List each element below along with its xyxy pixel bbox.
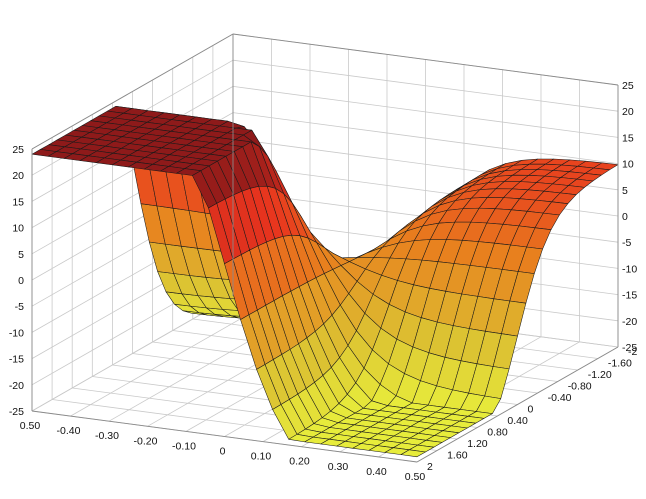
- z-tick-label-left: 5: [18, 249, 24, 261]
- z-tick-label-left: -5: [15, 301, 24, 313]
- z-tick-label-right: -10: [622, 263, 637, 275]
- y-tick-label: 0.40: [507, 415, 528, 427]
- x-tick-label: 0.50: [405, 471, 426, 483]
- x-tick-label: -0.10: [172, 440, 196, 452]
- chart-frame: [31, 33, 619, 463]
- y-tick-label: -2: [628, 346, 637, 358]
- y-tick-label: 2: [427, 461, 433, 473]
- z-tick-label-right: 5: [622, 185, 628, 197]
- z-tick-label-right: -15: [622, 290, 637, 302]
- y-axis-ticks: 2 1.601.200.800.400 -0.40-0.80-1.20-1.60-2: [427, 346, 637, 473]
- x-tick-label: 0.10: [251, 451, 272, 463]
- z-tick-label-left: -15: [9, 354, 24, 366]
- z-tick-label-right: 25: [622, 80, 634, 92]
- frame-edge: [232, 33, 619, 86]
- z-axis-right-ticks: 25 20 15 10 5 0 -5 -10 -15 -20 -25: [622, 80, 637, 354]
- z-tick-label-left: 10: [12, 223, 24, 235]
- z-tick-label-right: -25: [622, 342, 637, 354]
- z-axis-left-ticks: 25 20 15 10 5 0 -5 -10 -15 -20 -25: [9, 144, 24, 418]
- y-tick-label: 0: [528, 404, 534, 416]
- y-tick-label: -1.20: [588, 369, 612, 381]
- surface-mesh: [31, 106, 619, 458]
- surface-cell: [400, 449, 426, 458]
- z-tick-label-left: -10: [9, 327, 24, 339]
- x-tick-label: 0.30: [328, 461, 349, 473]
- frame-edge: [416, 346, 619, 463]
- x-tick-label: -0.20: [134, 435, 158, 447]
- z-tick-label-left: 0: [18, 275, 24, 287]
- z-tick-label-right: 10: [622, 159, 634, 171]
- y-tick-label: -0.40: [548, 392, 572, 404]
- z-tick-label-left: -25: [9, 406, 24, 418]
- y-tick-label: -0.80: [568, 381, 592, 393]
- z-tick-label-right: 15: [622, 132, 634, 144]
- x-tick-label: -0.30: [95, 430, 119, 442]
- x-tick-label: 0.20: [289, 456, 310, 468]
- x-tick-label: 0: [220, 446, 226, 458]
- frame-edge: [31, 410, 418, 463]
- x-axis-ticks: 0.50 -0.40 -0.30 -0.20 -0.10 0 0.10 0.20 0.30 0.4…: [20, 420, 426, 483]
- y-tick-label: 1.20: [467, 438, 488, 450]
- x-tick-label: 0.40: [366, 466, 387, 478]
- z-tick-label-right: 0: [622, 211, 628, 223]
- z-tick-label-left: 25: [12, 144, 24, 156]
- x-tick-label: 0.50: [20, 420, 41, 432]
- frame-edge: [31, 33, 234, 150]
- z-tick-label-left: -20: [9, 380, 24, 392]
- z-tick-label-right: -20: [622, 316, 637, 328]
- z-tick-label-left: 15: [12, 196, 24, 208]
- z-tick-label-left: 20: [12, 170, 24, 182]
- z-tick-label-right: -5: [622, 237, 631, 249]
- x-tick-label: -0.40: [57, 425, 81, 437]
- y-tick-label: 0.80: [487, 427, 508, 439]
- y-tick-label: -1.60: [608, 358, 632, 370]
- z-tick-label-right: 20: [622, 106, 634, 118]
- y-tick-label: 1.60: [447, 450, 468, 462]
